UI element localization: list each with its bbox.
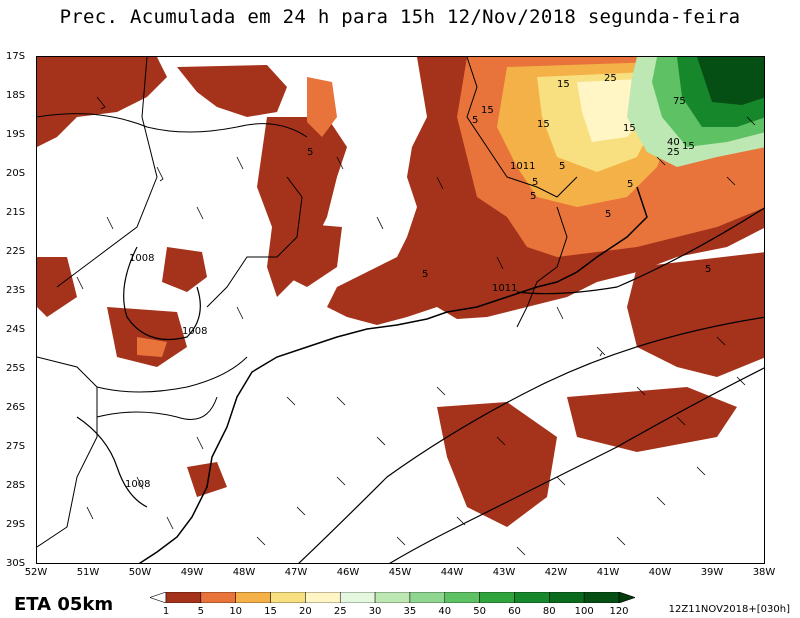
borders: [37, 57, 578, 548]
lon-label: 38W: [752, 567, 776, 578]
precip-label: 5: [307, 147, 313, 158]
precip-label: 25: [604, 73, 617, 84]
lat-label: 19S: [6, 129, 26, 140]
lat-label: 27S: [6, 441, 26, 452]
colorbar-level-label: 50: [473, 606, 486, 617]
lon-label: 41W: [596, 567, 620, 578]
lat-label: 22S: [6, 246, 26, 257]
lon-label: 50W: [128, 567, 152, 578]
lat-label: 23S: [6, 285, 26, 296]
lon-label: 39W: [700, 567, 724, 578]
colorbar-level-label: 40: [438, 606, 452, 617]
colorbar-level-label: 15: [264, 606, 277, 617]
colorbar-cell: [549, 592, 585, 603]
lon-label: 40W: [648, 567, 672, 578]
precip-label: 40: [667, 137, 680, 148]
triangle-left-icon: [150, 592, 167, 603]
isobar-label: 1011: [492, 283, 517, 294]
lat-label: 21S: [6, 207, 26, 218]
colorbar-cells: [165, 592, 620, 603]
precip-field-brown: [37, 57, 764, 527]
isobar-label: 1008: [182, 326, 207, 337]
colorbar-level-label: 60: [508, 606, 521, 617]
isobars: [76, 207, 764, 563]
lon-label: 49W: [180, 567, 204, 578]
lat-label: 24S: [6, 324, 26, 335]
lat-label: 17S: [6, 51, 26, 62]
colorbar: [150, 592, 635, 603]
colorbar-level-label: 20: [299, 606, 312, 617]
precip-label: 15: [481, 105, 494, 116]
map-title: Prec. Acumulada em 24 h para 15h 12/Nov/…: [59, 6, 741, 28]
lon-label: 52W: [24, 567, 48, 578]
lat-label: 30S: [6, 558, 26, 569]
colorbar-level-label: 30: [368, 606, 382, 617]
precip-label: 5: [530, 191, 536, 202]
precip-label: 5: [627, 179, 633, 190]
colorbar-level-label: 35: [403, 606, 417, 617]
lon-label: 43W: [492, 567, 516, 578]
colorbar-level-label: 80: [542, 606, 556, 617]
lat-label: 29S: [6, 519, 26, 530]
run-info: 12Z11NOV2018+[030h]: [668, 604, 790, 615]
precip-label: 25: [667, 147, 680, 158]
colorbar-cell: [479, 592, 515, 603]
colorbar-cell: [374, 592, 411, 603]
precip-label: 75: [673, 96, 686, 107]
colorbar-cell: [514, 592, 550, 603]
map-canvas: 1008 1008 1008 1011 1011 5 5 5 5 5 5 5 5…: [37, 57, 764, 563]
colorbar-cell: [200, 592, 236, 603]
colorbar-level-label: 5: [197, 606, 205, 617]
precip-label: 5: [559, 161, 565, 172]
lon-label: 51W: [76, 567, 100, 578]
colorbar-cell: [444, 592, 480, 603]
colorbar-level-label: 100: [574, 606, 594, 617]
isobar-label: 1008: [129, 253, 154, 264]
precipitation-map: 1008 1008 1008 1011 1011 5 5 5 5 5 5 5 5…: [36, 56, 765, 564]
lon-label: 42W: [544, 567, 568, 578]
colorbar-cell: [305, 592, 341, 603]
colorbar-cell: [409, 592, 446, 603]
lat-label: 18S: [6, 90, 26, 101]
colorbar-cell: [235, 592, 271, 603]
precip-label: 5: [532, 177, 538, 188]
model-brand: ETA 05km: [14, 594, 114, 615]
lat-label: 26S: [6, 402, 26, 413]
precip-label: 15: [537, 119, 550, 130]
precip-label: 15: [682, 141, 695, 152]
lon-label: 47W: [284, 567, 308, 578]
lon-label: 44W: [440, 567, 464, 578]
triangle-right-icon: [618, 592, 635, 603]
lat-label: 25S: [6, 363, 26, 374]
precip-label: 5: [422, 269, 428, 280]
lat-label: 20S: [6, 168, 26, 179]
colorbar-cell: [270, 592, 306, 603]
colorbar-level-label: 25: [333, 606, 347, 617]
precip-label: 5: [605, 209, 611, 220]
lon-label: 45W: [388, 567, 412, 578]
colorbar-cell: [339, 592, 376, 603]
colorbar-cell: [165, 592, 202, 603]
coastline: [138, 186, 648, 563]
lon-label: 46W: [336, 567, 360, 578]
precip-field-green: [627, 57, 764, 167]
wind-barbs: [76, 96, 756, 556]
colorbar-level-label: 10: [229, 606, 243, 617]
contour-labels: 1008 1008 1008 1011 1011 5 5 5 5 5 5 5 5…: [125, 73, 711, 490]
lat-label: 28S: [6, 480, 26, 491]
precip-label: 15: [557, 79, 570, 90]
colorbar-level-label: 1: [162, 606, 170, 617]
precip-label: 5: [472, 115, 478, 126]
lon-label: 48W: [232, 567, 256, 578]
isobar-label: 1008: [125, 479, 150, 490]
colorbar-cell: [583, 592, 620, 603]
precip-label: 5: [705, 264, 711, 275]
colorbar-level-label: 120: [609, 606, 629, 617]
precip-label: 15: [623, 123, 636, 134]
isobar-label: 1011: [510, 161, 535, 172]
